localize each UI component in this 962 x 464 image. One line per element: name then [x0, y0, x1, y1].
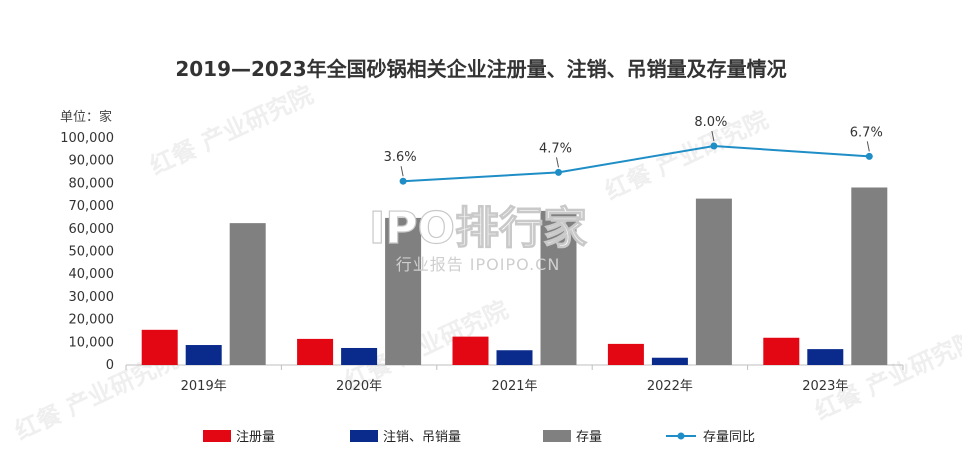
x-tick-label: 2021年: [491, 379, 537, 394]
bar-registered: [297, 338, 334, 365]
y-tick-label: 10,000: [69, 335, 115, 350]
x-tick-label: 2019年: [181, 379, 227, 394]
bar-stock: [385, 217, 422, 365]
bar-stock: [540, 210, 577, 365]
y-tick-label: 0: [106, 358, 114, 373]
bar-stock: [851, 187, 888, 365]
legend-label: 存量: [576, 430, 602, 445]
bar-cancelled: [807, 349, 844, 365]
x-tick-label: 2020年: [336, 379, 382, 394]
label-leader: [866, 141, 870, 152]
legend-label: 注销、吊销量: [383, 430, 461, 445]
bar-cancelled: [496, 350, 533, 365]
yoy-data-label: 6.7%: [850, 125, 883, 140]
bar-cancelled: [185, 345, 222, 365]
bar-registered: [607, 343, 644, 365]
center-watermark-sub: 行业报告 IPOIPO.CN: [396, 255, 561, 274]
x-tick-label: 2023年: [802, 379, 848, 394]
yoy-line: 3.6% 4.7% 8.0% 6.7%: [384, 115, 883, 185]
bars: [125, 187, 904, 370]
y-axis: 0 10,000 20,000 30,000 40,000 50,000 60,000 70,…: [60, 131, 114, 373]
y-tick-label: 90,000: [69, 154, 115, 169]
legend-label: 注册量: [236, 430, 275, 445]
y-tick-label: 70,000: [69, 199, 115, 214]
y-tick-label: 80,000: [69, 176, 115, 191]
bar-cancelled: [651, 357, 688, 365]
label-leader: [400, 166, 404, 177]
y-tick-label: 50,000: [69, 245, 115, 260]
y-tick-label: 40,000: [69, 267, 115, 282]
center-watermark: IPO排行家: [369, 203, 587, 254]
legend-swatch: [203, 430, 231, 442]
legend-label: 存量同比: [703, 430, 755, 445]
yoy-data-label: 3.6%: [384, 150, 417, 165]
y-tick-label: 30,000: [69, 290, 115, 305]
legend-swatch: [543, 430, 571, 442]
y-tick-label: 100,000: [60, 131, 114, 146]
bar-registered: [452, 336, 489, 365]
yoy-data-label: 8.0%: [694, 115, 727, 130]
bar-registered: [763, 337, 800, 365]
chart-title: 2019—2023年全国砂锅相关企业注册量、注销、吊销量及存量情况: [175, 57, 786, 81]
x-axis-labels: 2019年 2020年 2021年 2022年 2023年: [181, 379, 849, 394]
y-tick-label: 20,000: [69, 313, 115, 328]
watermark-tile: 红餐 产业研究院: [601, 106, 773, 206]
bar-cancelled: [341, 347, 378, 365]
yoy-point: [399, 177, 407, 185]
x-tick-label: 2022年: [647, 379, 693, 394]
bar-registered: [141, 329, 178, 365]
unit-label: 单位：家: [60, 109, 112, 125]
y-tick-label: 60,000: [69, 222, 115, 237]
yoy-point: [710, 142, 718, 150]
bar-stock: [229, 223, 266, 365]
label-leader: [556, 157, 559, 168]
watermark-tile: 红餐 产业研究院: [146, 81, 318, 181]
yoy-point: [865, 152, 873, 160]
label-leader: [711, 130, 715, 142]
bar-stock: [695, 198, 732, 365]
yoy-data-label: 4.7%: [539, 141, 572, 156]
yoy-line-path: [403, 144, 870, 183]
legend-swatch: [350, 430, 378, 442]
legend-swatch-marker: [677, 432, 685, 440]
legend: 注册量 注销、吊销量 存量 存量同比: [203, 430, 755, 445]
yoy-point: [555, 168, 562, 176]
